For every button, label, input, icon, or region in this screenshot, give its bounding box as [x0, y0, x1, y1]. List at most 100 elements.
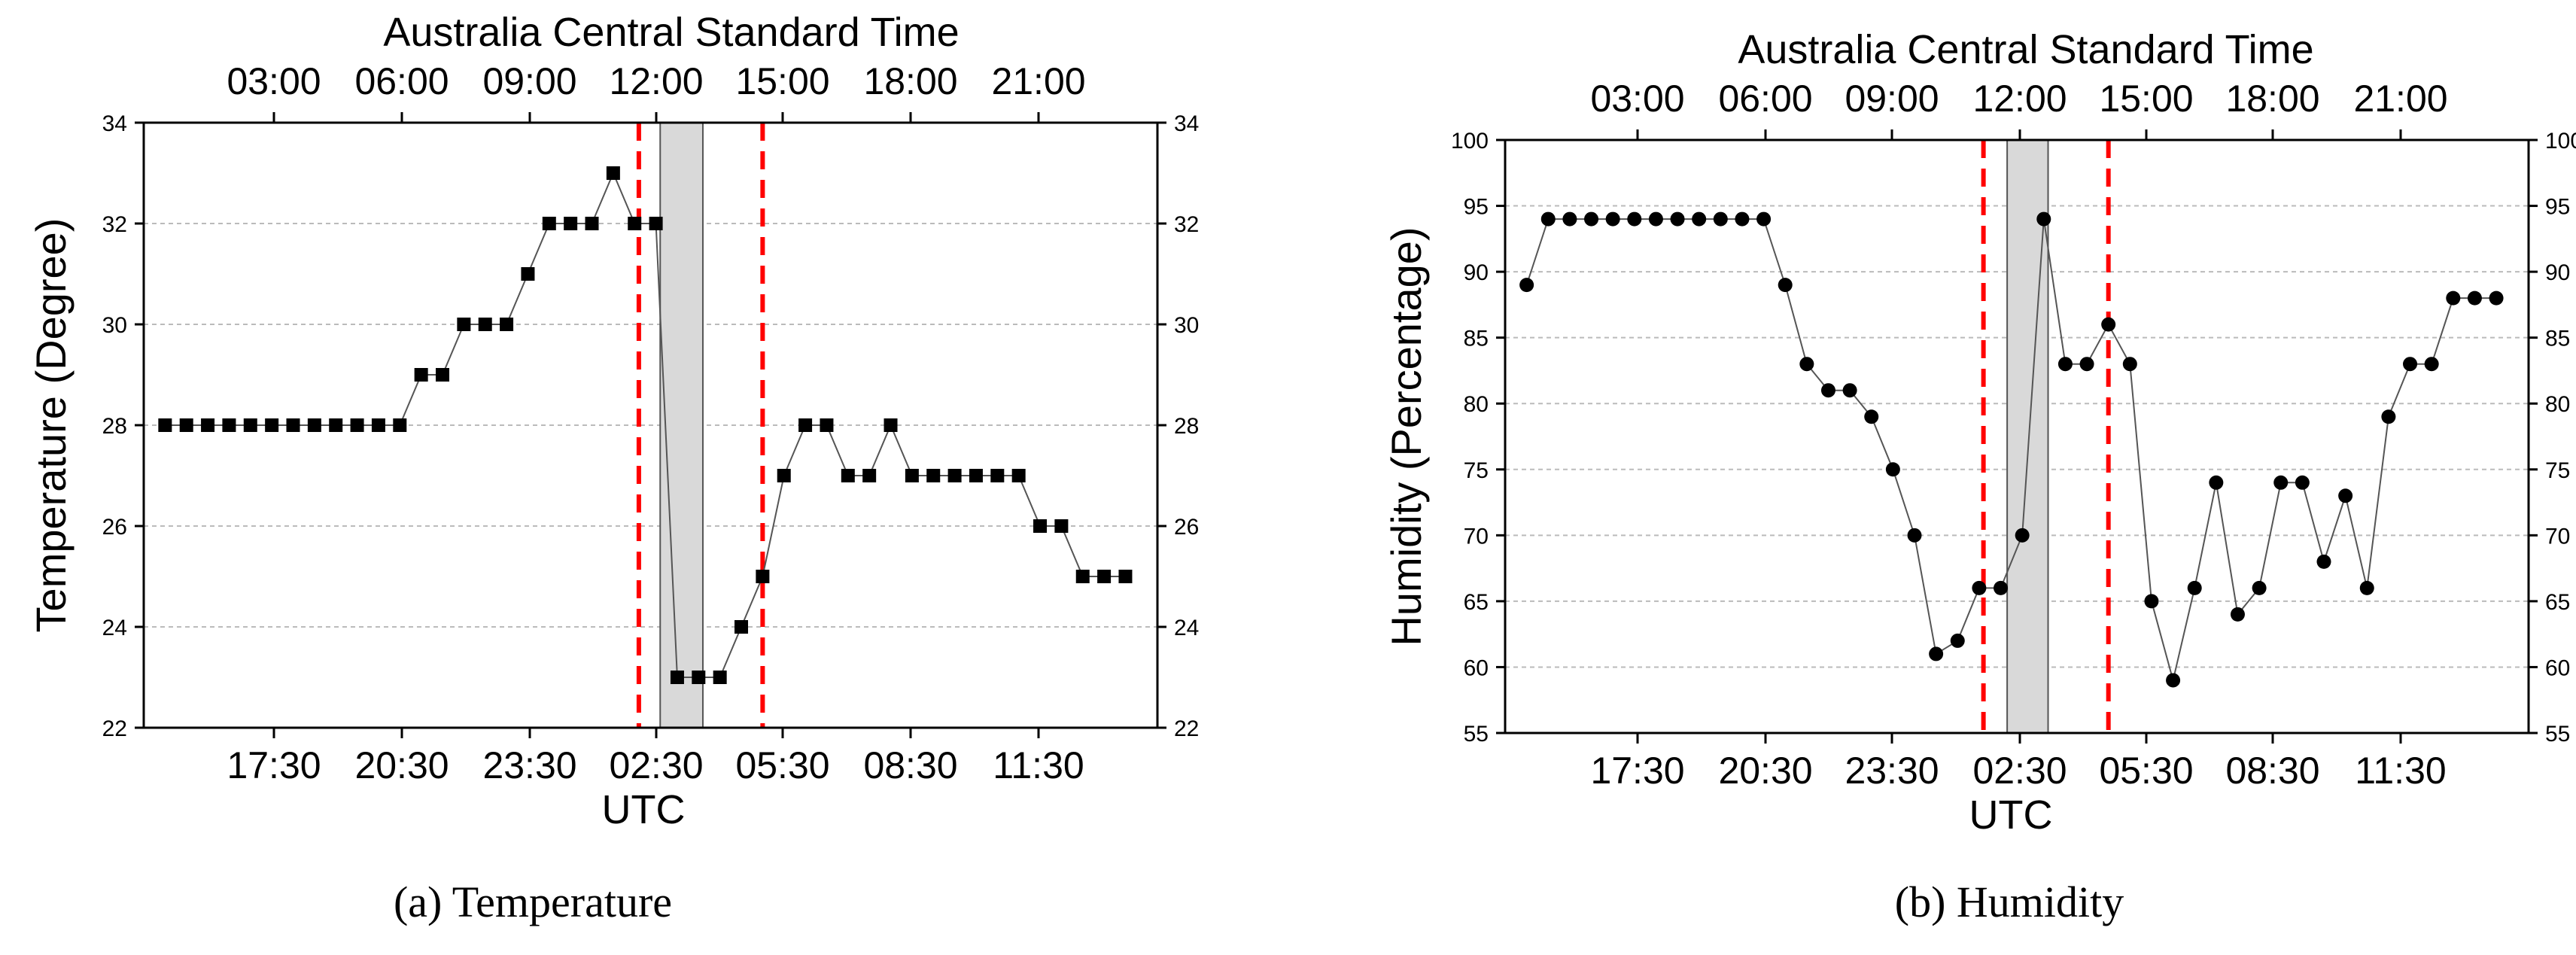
data-point	[542, 217, 556, 230]
data-point	[777, 469, 791, 482]
top-tick-label: 09:00	[482, 60, 576, 102]
y-tick-label-left: 85	[1464, 327, 1489, 351]
data-point	[1820, 383, 1835, 398]
data-point	[2273, 475, 2289, 490]
data-point	[1562, 211, 1577, 227]
data-point	[2295, 475, 2310, 490]
data-point	[179, 418, 193, 432]
y-tick-label-right: 34	[1174, 111, 1199, 136]
chart-panel-temperature: 22 22 24 24 26 26 28 28 30 30 32 32 34 34 03:00 06:00 09…	[27, 10, 1200, 926]
top-tick-label: 03:00	[1590, 78, 1684, 120]
data-point	[820, 418, 834, 432]
data-point	[862, 469, 877, 482]
y-tick-label-right: 70	[2545, 524, 2570, 549]
y-tick-label-right: 26	[1174, 515, 1199, 540]
data-point	[436, 368, 450, 382]
top-tick-label: 12:00	[1972, 78, 2067, 120]
y-tick-label-right: 75	[2545, 458, 2570, 483]
bottom-tick-label: 11:30	[993, 744, 1084, 786]
data-point	[713, 671, 727, 684]
top-tick-label: 21:00	[991, 60, 1085, 102]
data-point	[1950, 633, 1965, 648]
y-tick-label-right: 90	[2545, 260, 2570, 285]
data-point	[1670, 211, 1685, 227]
data-point	[2057, 357, 2073, 372]
y-tick-label-left: 75	[1464, 458, 1489, 483]
data-point	[500, 318, 514, 331]
data-point	[307, 418, 321, 432]
bottom-tick-label: 17:30	[227, 744, 321, 786]
data-point	[478, 318, 492, 331]
data-point	[329, 418, 343, 432]
y-tick-label-left: 32	[102, 212, 127, 237]
data-point	[990, 469, 1005, 482]
y-tick-label-right: 30	[1174, 313, 1199, 338]
bottom-tick-label: 23:30	[482, 744, 576, 786]
data-point	[1054, 519, 1069, 533]
data-point	[2144, 594, 2159, 609]
y-tick-label-left: 55	[1464, 722, 1489, 747]
top-tick-label: 15:00	[2099, 78, 2193, 120]
bottom-tick-label: 17:30	[1590, 750, 1684, 792]
bottom-tick-label: 23:30	[1845, 750, 1939, 792]
data-point	[286, 418, 300, 432]
y-tick-label-right: 28	[1174, 414, 1199, 439]
data-point	[1756, 211, 1772, 227]
data-point	[841, 469, 855, 482]
top-tick-label: 18:00	[2225, 78, 2319, 120]
data-point	[1735, 211, 1750, 227]
top-axis-title: Australia Central Standard Time	[383, 10, 959, 55]
bottom-tick-label: 08:30	[863, 744, 957, 786]
top-tick-label: 09:00	[1845, 78, 1939, 120]
data-point	[1972, 580, 1987, 595]
y-tick-label-left: 80	[1464, 392, 1489, 417]
data-point	[884, 418, 898, 432]
data-point	[2166, 673, 2181, 688]
shaded-band	[2006, 139, 2049, 734]
y-tick-label-left: 95	[1464, 195, 1489, 220]
data-point	[1929, 646, 1944, 662]
y-tick-label-left: 60	[1464, 655, 1489, 680]
top-tick-label: 03:00	[227, 60, 321, 102]
data-point	[1864, 409, 1879, 424]
y-tick-label-left: 24	[102, 616, 127, 640]
series-line	[1525, 218, 2497, 681]
data-point	[1713, 211, 1728, 227]
data-point	[1994, 580, 2009, 595]
y-tick-label-right: 55	[2545, 722, 2570, 747]
data-point	[1519, 278, 1534, 293]
chart-panel-humidity: 55 55 60 60 65 65 70 70 75 75 80 80 85 85 90 90 95 95 100 1…	[1382, 27, 2576, 926]
data-point	[926, 469, 941, 482]
bottom-tick-label: 11:30	[2355, 750, 2446, 792]
data-point	[2338, 488, 2353, 503]
data-point	[2489, 290, 2504, 306]
series-line	[165, 171, 1126, 678]
data-point	[521, 267, 535, 281]
data-point	[649, 217, 663, 230]
data-point	[1907, 528, 1922, 543]
y-tick-label-right: 100	[2545, 129, 2576, 154]
y-tick-label-left: 65	[1464, 590, 1489, 615]
data-point	[201, 418, 215, 432]
top-tick-label: 21:00	[2353, 78, 2447, 120]
figure-caption: (a) Temperature	[394, 877, 672, 926]
data-point	[1799, 357, 1814, 372]
y-tick-label-right: 24	[1174, 616, 1199, 640]
data-point	[564, 217, 578, 230]
data-point	[1885, 462, 1900, 477]
data-point	[905, 469, 919, 482]
data-point	[2359, 580, 2374, 595]
data-point	[350, 418, 364, 432]
y-tick-label-left: 34	[102, 111, 127, 136]
y-tick-label-left: 100	[1451, 129, 1489, 154]
data-point	[1692, 211, 1707, 227]
data-point	[2187, 580, 2202, 595]
data-point	[1033, 519, 1048, 533]
y-tick-label-right: 60	[2545, 655, 2570, 680]
data-point	[1097, 570, 1112, 583]
bottom-tick-label: 20:30	[1718, 750, 1812, 792]
bottom-tick-label: 02:30	[609, 744, 703, 786]
data-point	[265, 418, 279, 432]
y-tick-label-right: 95	[2545, 195, 2570, 220]
